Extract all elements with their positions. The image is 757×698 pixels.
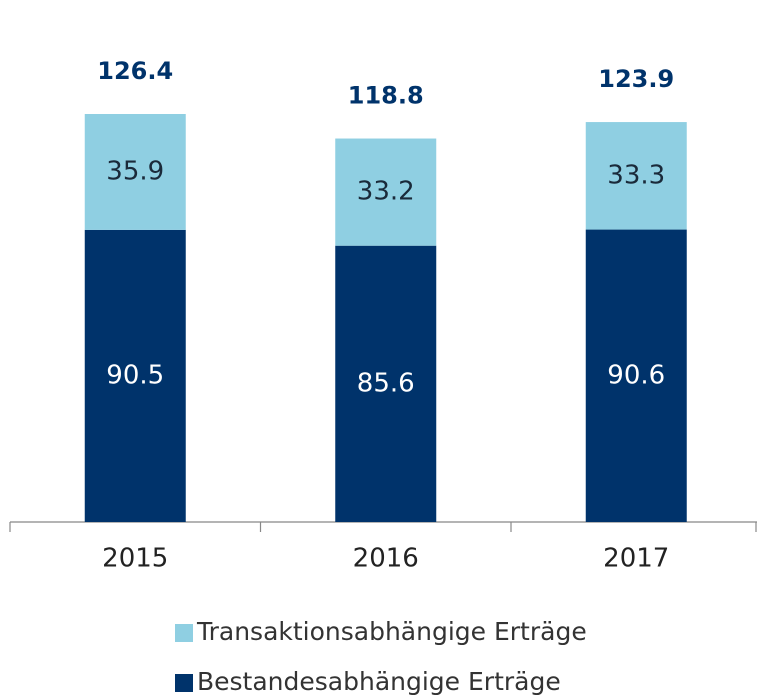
total-label: 123.9 <box>598 65 674 93</box>
segment-label: 90.6 <box>607 360 665 390</box>
bar-segment <box>84 114 186 230</box>
legend-swatch <box>175 624 193 642</box>
bar-segment <box>335 138 437 246</box>
legend-label: Transaktionsabhängige Erträge <box>196 617 587 646</box>
segment-label: 33.2 <box>357 177 415 207</box>
bar-segment <box>335 245 437 522</box>
bar-segment <box>585 229 687 523</box>
segment-label: 35.9 <box>106 156 164 186</box>
x-tick-label: 2015 <box>102 544 168 574</box>
x-tick-label: 2017 <box>603 544 669 574</box>
total-label: 126.4 <box>97 57 173 85</box>
legend-swatch <box>175 674 193 692</box>
legend-label: Bestandesabhängige Erträge <box>197 667 561 696</box>
segment-label: 85.6 <box>357 368 415 398</box>
total-label: 118.8 <box>348 82 424 110</box>
x-tick-label: 2016 <box>353 544 419 574</box>
bar-segment <box>585 122 687 230</box>
segment-label: 33.3 <box>607 160 665 190</box>
segment-label: 90.5 <box>106 360 164 390</box>
bar-segment <box>84 229 186 522</box>
